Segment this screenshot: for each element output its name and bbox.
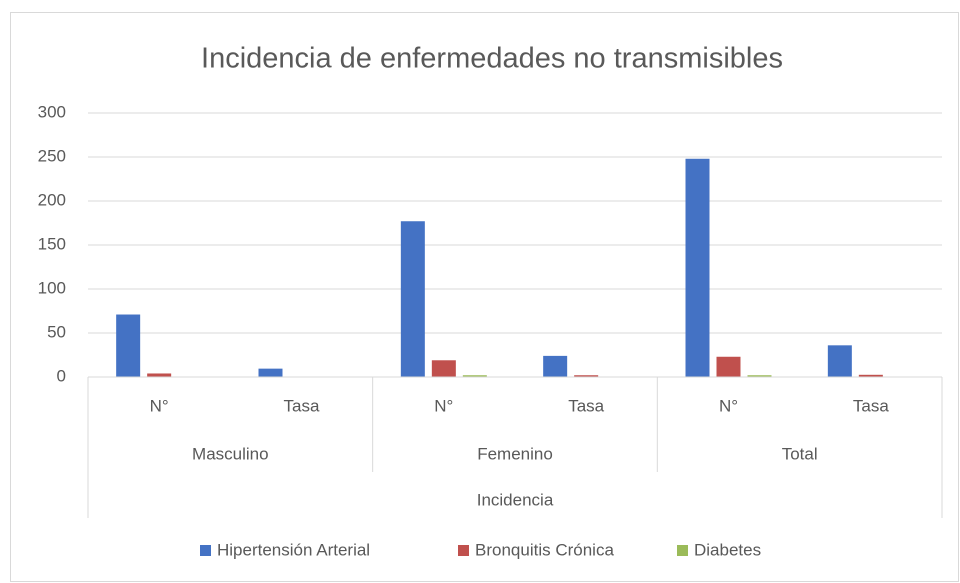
group-label: Total [782,444,818,463]
bar [543,355,568,377]
legend-label: Diabetes [694,540,761,559]
bar [574,375,599,377]
group-label: Masculino [192,444,269,463]
x-tick-label: Tasa [853,396,889,415]
y-tick-label: 200 [38,190,66,209]
legend-swatch [458,545,469,556]
bar [147,373,172,377]
bar [258,368,283,377]
group-label: Femenino [477,444,553,463]
y-tick-label: 250 [38,146,66,165]
legend-swatch [200,545,211,556]
y-tick-label: 150 [38,234,66,253]
y-tick-label: 300 [38,102,66,121]
x-tick-label: Tasa [568,396,604,415]
y-tick-label: 0 [57,366,66,385]
legend-swatch [677,545,688,556]
bar [431,360,456,377]
bar [716,356,741,377]
x-tick-label: Tasa [284,396,320,415]
legend-label: Hipertensión Arterial [217,540,370,559]
chart-title: Incidencia de enfermedades no transmisib… [201,43,783,75]
bar [462,375,487,377]
x-tick-label: N° [719,396,738,415]
y-tick-label: 50 [47,322,66,341]
x-tick-label: N° [434,396,453,415]
bar [685,158,710,377]
bar [747,375,772,377]
bar [116,314,141,377]
bar [400,221,425,377]
x-tick-label: N° [150,396,169,415]
x-axis-label: Incidencia [477,490,554,509]
bar [827,345,852,377]
y-tick-label: 100 [38,278,66,297]
chart-border [10,12,959,582]
legend-label: Bronquitis Crónica [475,540,614,559]
bar [858,374,883,377]
